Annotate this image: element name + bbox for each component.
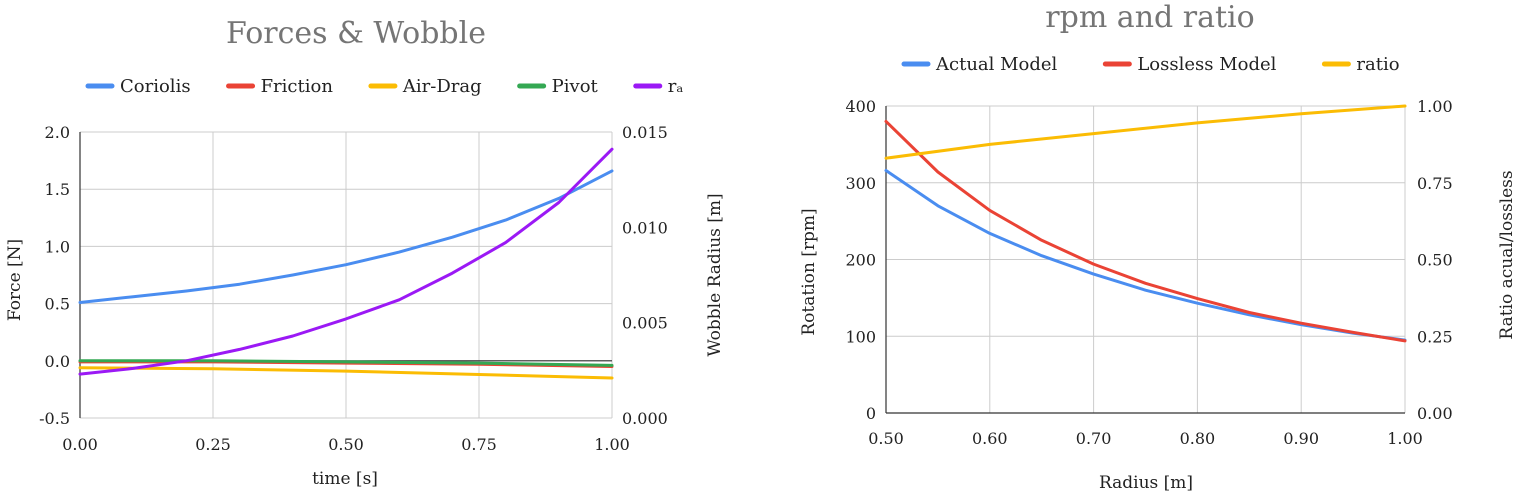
x-axis-title: time [s] (312, 469, 378, 489)
x-tick-label: 0.75 (461, 435, 497, 454)
forces-wobble-chart: Forces & Wobble Coriolis Friction Air-Drag… (5, 16, 725, 489)
y-tick-label: -0.5 (39, 409, 70, 428)
series-line-pivot (78, 359, 614, 367)
y2-tick-label: 0.005 (622, 314, 668, 333)
y2-tick-label: 1.00 (1417, 97, 1453, 116)
x-tick-label: 0.70 (1076, 429, 1112, 448)
x-tick-label: 0.25 (195, 435, 231, 454)
x-axis-title: Radius [m] (1099, 473, 1193, 493)
series-line-air-drag (78, 366, 614, 380)
legend-label: Friction (261, 76, 334, 97)
legend-label: Actual Model (935, 54, 1058, 75)
legend-item: Actual Model (901, 54, 1058, 75)
legend-item: Pivot (517, 76, 599, 97)
y-tick-label: 0 (866, 404, 876, 423)
y2-axis-title: Ratio acual/lossless (1497, 170, 1517, 339)
legend: Coriolis Friction Air-Drag Pivot rₐ (85, 76, 684, 97)
y-tick-label: 400 (845, 97, 876, 116)
y-tick-label: 200 (845, 251, 876, 270)
y-tick-label: 1.5 (45, 180, 70, 199)
y2-tick-label: 0.015 (622, 123, 668, 142)
x-tick-label: 1.00 (1387, 429, 1423, 448)
legend-label: rₐ (668, 76, 684, 97)
x-tick-label: 0.80 (1180, 429, 1216, 448)
chart-title: rpm and ratio (1045, 0, 1254, 35)
y2-tick-label: 0.25 (1417, 327, 1453, 346)
legend-label: ratio (1356, 54, 1399, 75)
series-line-lossless-model (884, 119, 1407, 343)
legend-item: Air-Drag (368, 76, 482, 97)
y-tick-label: 0.5 (45, 295, 70, 314)
legend-item: rₐ (633, 76, 684, 97)
series-line-actual-model (884, 169, 1407, 342)
y-tick-label: 100 (845, 327, 876, 346)
series-line-coriolis (78, 169, 614, 304)
x-tick-label: 0.60 (972, 429, 1008, 448)
y2-axis-title: Wobble Radius [m] (705, 193, 725, 356)
series-line-r- (78, 147, 614, 376)
series-line-ratio (884, 104, 1407, 160)
x-tick-label: 0.50 (868, 429, 904, 448)
y2-tick-label: 0.010 (622, 218, 668, 237)
x-tick-label: 0.90 (1283, 429, 1319, 448)
legend-label: Coriolis (120, 76, 191, 97)
y-tick-label: 300 (845, 174, 876, 193)
legend-label: Lossless Model (1137, 54, 1276, 75)
x-tick-label: 1.00 (594, 435, 630, 454)
rpm-ratio-chart: rpm and ratio Actual Model Lossless Model… (799, 0, 1517, 493)
x-tick-label: 0.50 (328, 435, 364, 454)
x-tick-label: 0.00 (62, 435, 98, 454)
y-tick-label: 0.0 (45, 352, 70, 371)
legend-label: Air-Drag (402, 76, 482, 97)
y-tick-label: 1.0 (45, 237, 70, 256)
legend-item: ratio (1321, 54, 1400, 75)
legend-item: Friction (226, 76, 334, 97)
legend-item: Lossless Model (1102, 54, 1277, 75)
legend-item: Coriolis (85, 76, 191, 97)
y2-tick-label: 0.00 (1417, 404, 1453, 423)
y-axis-title: Rotation [rpm] (799, 208, 819, 335)
y-tick-label: 2.0 (45, 123, 70, 142)
y2-tick-label: 0.50 (1417, 251, 1453, 270)
y-axis-title: Force [N] (5, 239, 25, 321)
chart-title: Forces & Wobble (226, 16, 486, 51)
legend-label: Pivot (552, 76, 599, 97)
y2-tick-label: 0.000 (622, 409, 668, 428)
legend: Actual Model Lossless Model ratio (901, 54, 1400, 75)
y2-tick-label: 0.75 (1417, 174, 1453, 193)
